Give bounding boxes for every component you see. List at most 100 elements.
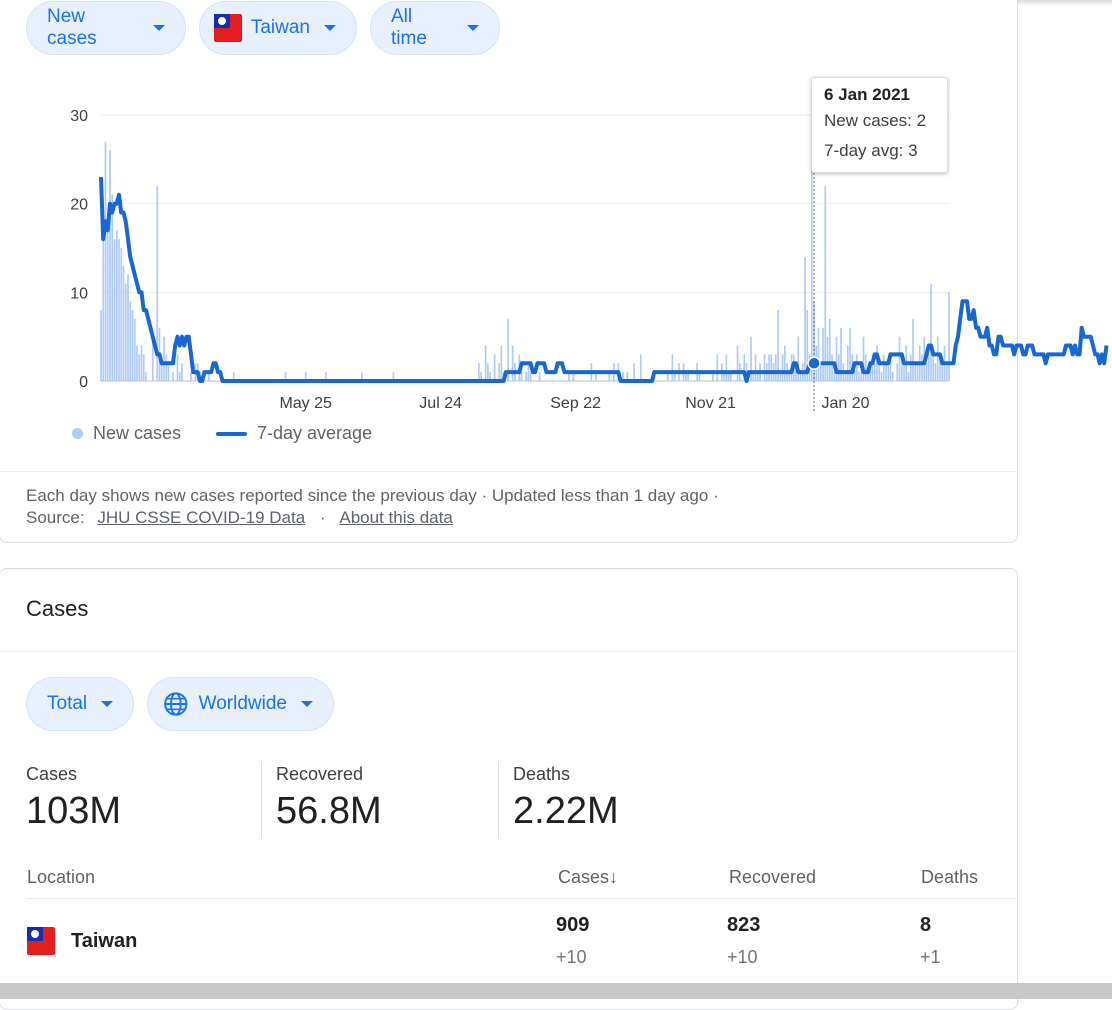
bar-new-cases: [167, 363, 170, 381]
bar-new-cases: [745, 363, 748, 381]
y-tick-label: 0: [79, 374, 88, 391]
bar-new-cases: [934, 363, 937, 381]
bar-new-cases: [131, 310, 134, 381]
tooltip-avg: 7-day avg: 3: [824, 141, 918, 160]
bar-new-cases: [867, 372, 869, 381]
bar-new-cases: [819, 363, 822, 381]
horizontal-scrollbar[interactable]: [0, 983, 1112, 999]
tooltip-date: 6 Jan 2021: [824, 85, 911, 104]
tooltip-new-cases: New cases: 2: [824, 111, 927, 130]
bar-new-cases: [756, 372, 759, 381]
bar-new-cases: [925, 363, 928, 381]
col-header-cases[interactable]: Cases↓: [558, 867, 618, 888]
bar-new-cases: [493, 354, 496, 381]
bar-new-cases: [855, 354, 858, 381]
cases-card-title: Cases: [26, 596, 89, 621]
bar-new-cases: [671, 354, 674, 381]
bar-new-cases: [608, 372, 611, 381]
bar-new-cases: [507, 318, 509, 381]
bar-new-cases: [743, 354, 746, 381]
bar-new-cases: [754, 354, 757, 381]
bar-new-cases: [873, 363, 876, 381]
bar-new-cases: [885, 363, 887, 381]
bar-new-cases: [889, 354, 892, 381]
col-header-deaths[interactable]: Deaths: [921, 867, 979, 887]
bar-new-cases: [774, 354, 777, 381]
country-label: Taiwan: [250, 17, 310, 38]
x-tick-label: Sep 22: [550, 395, 601, 412]
bar-new-cases: [684, 372, 687, 381]
stat-cases-value: 103M: [26, 790, 122, 832]
chevron-down-icon: [467, 25, 479, 31]
range-label: All time: [391, 6, 427, 49]
new-cases-chart[interactable]: 0 10 20 30 May 25 Jul 24 Sep 22 Nov 21 Jan 20: [0, 0, 1112, 420]
x-tick-label: May 25: [279, 395, 332, 412]
stat-separator: [498, 762, 499, 838]
legend-7day-average: 7-day average: [216, 423, 372, 444]
bar-new-cases: [853, 363, 856, 381]
col-header-recovered[interactable]: Recovered: [729, 867, 817, 887]
bar-new-cases: [869, 363, 872, 381]
bar-new-cases: [687, 372, 689, 381]
bar-new-cases: [930, 283, 932, 381]
total-dropdown[interactable]: Total: [26, 677, 134, 731]
bar-new-cases: [927, 345, 930, 381]
bar-new-cases: [723, 372, 725, 381]
chevron-down-icon: [324, 25, 336, 31]
chevron-down-icon: [301, 701, 313, 707]
bar-new-cases: [500, 345, 503, 381]
bar-new-cases: [626, 372, 629, 381]
bar-new-cases: [145, 372, 147, 381]
y-tick-label: 30: [70, 108, 88, 125]
footer-note: Each day shows new cases reported since …: [26, 486, 719, 505]
bar-new-cases: [568, 372, 570, 381]
source-link[interactable]: JHU CSSE COVID-19 Data: [97, 508, 306, 527]
bar-new-cases: [822, 327, 824, 381]
bar-new-cases: [165, 354, 168, 381]
bar-new-cases: [572, 372, 575, 381]
row-location: Taiwan: [71, 930, 138, 952]
bar-new-cases: [151, 336, 154, 381]
bar-new-cases: [777, 310, 779, 381]
bar-new-cases: [478, 363, 480, 381]
bar-new-cases: [903, 363, 905, 381]
bar-new-cases: [115, 230, 118, 381]
metric-dropdown[interactable]: New cases: [26, 1, 186, 55]
country-dropdown[interactable]: Taiwan: [199, 1, 357, 55]
about-data-link[interactable]: About this data: [339, 508, 453, 527]
bar-new-cases: [932, 354, 935, 381]
bar-new-cases: [887, 363, 890, 381]
bar-new-cases: [325, 372, 327, 381]
row-cases: 909: [556, 914, 590, 936]
bar-new-cases: [673, 372, 676, 381]
bar-new-cases: [525, 372, 527, 381]
bar-new-cases: [871, 354, 874, 381]
range-dropdown[interactable]: All time: [370, 1, 500, 55]
region-dropdown[interactable]: Worldwide: [147, 677, 334, 731]
bar-new-cases: [106, 230, 109, 381]
total-label: Total: [47, 693, 88, 714]
bar-new-cases: [817, 327, 820, 381]
bar-new-cases: [781, 354, 784, 381]
bar-new-cases: [727, 372, 730, 381]
bar-new-cases: [208, 372, 210, 381]
hover-point: [807, 356, 821, 371]
bar-new-cases: [896, 363, 899, 381]
bar-new-cases: [232, 372, 235, 381]
row-cases-delta: +10: [556, 947, 587, 967]
bar-new-cases: [122, 265, 125, 381]
bar-new-cases: [142, 354, 145, 381]
stat-recovered-label: Recovered: [276, 764, 364, 784]
bar-new-cases: [768, 354, 770, 381]
stat-deaths-value: 2.22M: [513, 790, 619, 832]
bar-new-cases: [795, 363, 797, 381]
bar-new-cases: [716, 354, 719, 381]
bar-new-cases: [921, 354, 923, 381]
bar-new-cases: [118, 239, 120, 381]
y-tick-label: 10: [70, 285, 88, 302]
line-7day-average: [99, 177, 1109, 383]
bar-new-cases: [797, 336, 800, 381]
bar-new-cases: [833, 372, 836, 381]
bar-new-cases: [621, 372, 624, 381]
chevron-down-icon: [153, 25, 165, 31]
